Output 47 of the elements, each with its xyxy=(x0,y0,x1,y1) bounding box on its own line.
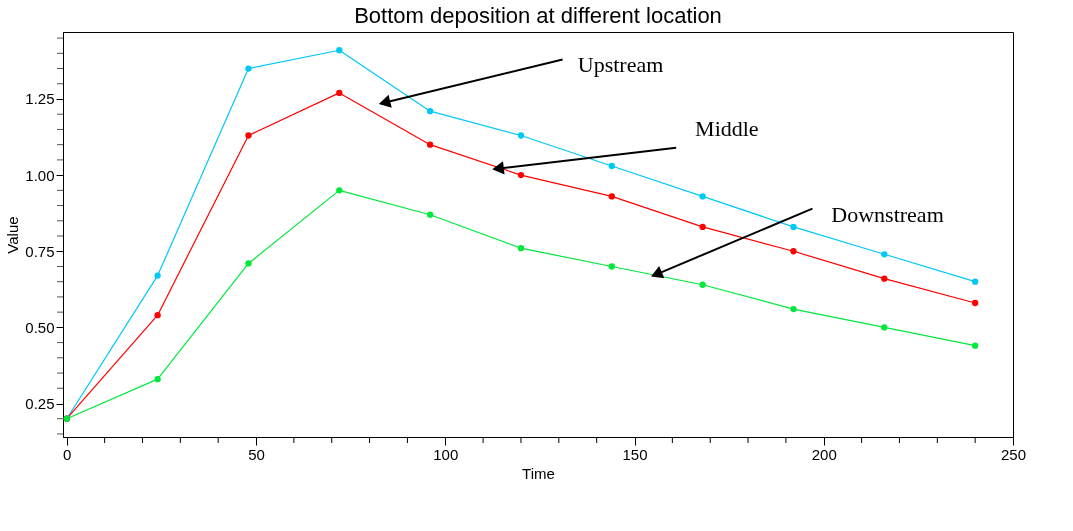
point xyxy=(699,193,706,200)
point xyxy=(426,108,434,115)
point xyxy=(517,132,525,139)
x-axis-title: Time xyxy=(522,464,555,482)
point xyxy=(245,65,252,72)
point xyxy=(790,223,797,231)
point xyxy=(154,312,161,319)
point xyxy=(154,375,161,383)
point xyxy=(971,342,979,349)
point xyxy=(790,248,797,255)
x-tick-label: 200 xyxy=(811,445,837,463)
point xyxy=(245,132,252,139)
y-tick-label: 1.00 xyxy=(25,166,55,184)
x-tick-label: 100 xyxy=(433,445,459,463)
annotation: Downstream xyxy=(831,201,944,227)
point xyxy=(154,272,161,279)
point xyxy=(336,187,343,194)
point xyxy=(881,251,888,258)
y-tick-label: 0.25 xyxy=(25,395,55,412)
y-axis-title: Value xyxy=(4,216,22,254)
point xyxy=(517,245,525,252)
point xyxy=(608,162,615,170)
point xyxy=(608,263,615,270)
y-tick-label: 1.25 xyxy=(25,90,55,108)
point xyxy=(426,211,434,218)
point xyxy=(699,223,706,231)
point xyxy=(971,299,979,307)
point xyxy=(881,324,888,331)
annotation: Upstream xyxy=(577,52,664,78)
point xyxy=(699,281,706,288)
point xyxy=(517,171,525,179)
point xyxy=(608,193,615,200)
point xyxy=(971,278,979,285)
point xyxy=(336,89,343,97)
point xyxy=(790,305,797,313)
point xyxy=(245,260,252,267)
chart-title: Bottom deposition at different location xyxy=(354,3,722,28)
point xyxy=(426,141,434,148)
x-tick-label: 250 xyxy=(1000,445,1027,463)
x-tick-label: 50 xyxy=(248,445,265,463)
annotation: Middle xyxy=(695,116,759,142)
point xyxy=(881,275,888,282)
y-tick-label: 0.75 xyxy=(25,242,55,260)
x-tick-label: 150 xyxy=(622,445,648,463)
y-tick-label: 0.50 xyxy=(25,318,55,336)
x-tick-label: 0 xyxy=(63,445,72,463)
point xyxy=(336,47,343,54)
